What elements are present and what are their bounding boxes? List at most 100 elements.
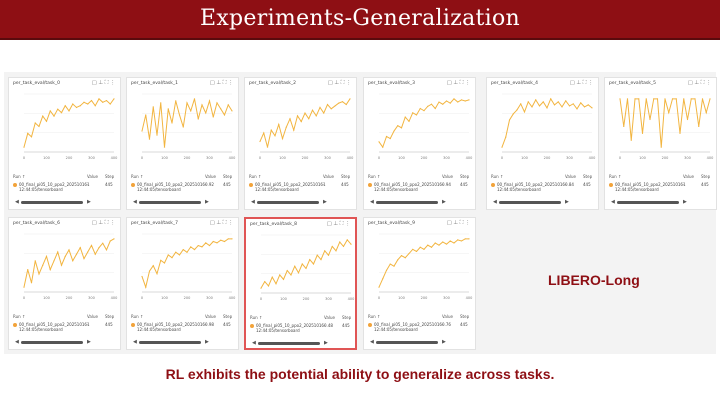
data-point [505,136,507,138]
run-header[interactable]: Run ↑ [131,314,144,319]
scroll-left-icon[interactable]: ◀ [370,339,374,345]
horizontal-scrollbar[interactable]: ◀ ▶ [251,199,351,205]
pin-icon[interactable]: ⊥ [216,80,223,86]
square-icon[interactable]: ▢ [326,221,334,227]
scroll-thumb[interactable] [139,341,201,344]
pin-icon[interactable]: ⊥ [98,80,105,86]
more-icon[interactable]: ⋮ [465,80,472,86]
more-icon[interactable]: ⋮ [345,221,352,227]
more-icon[interactable]: ⋮ [706,80,713,86]
data-point [182,126,184,128]
chart-card-task-1: per_task_eval/task_1 ▢⊥⛶⋮ 0 100 200 300 400 Run… [126,77,239,210]
horizontal-scrollbar[interactable]: ◀ ▶ [15,199,115,205]
expand-icon[interactable]: ⛶ [700,80,706,86]
data-point [75,253,78,255]
scroll-right-icon[interactable]: ▶ [683,199,687,205]
scroll-left-icon[interactable]: ◀ [133,199,137,205]
square-icon[interactable]: ▢ [446,80,454,86]
data-point [102,101,104,103]
scroll-left-icon[interactable]: ◀ [611,199,615,205]
more-icon[interactable]: ⋮ [588,80,595,86]
horizontal-scrollbar[interactable]: ◀ ▶ [493,199,593,205]
expand-icon[interactable]: ⛶ [104,220,110,226]
run-header[interactable]: Run ↑ [131,174,144,179]
scroll-thumb[interactable] [21,201,83,204]
more-icon[interactable]: ⋮ [228,220,235,226]
run-header[interactable]: Run ↑ [13,314,26,319]
pin-icon[interactable]: ⊥ [576,80,583,86]
square-icon[interactable]: ▢ [569,80,577,86]
square-icon[interactable]: ▢ [91,80,99,86]
scroll-right-icon[interactable]: ▶ [442,199,446,205]
run-header[interactable]: Run ↑ [368,174,381,179]
scroll-right-icon[interactable]: ▶ [87,339,91,345]
horizontal-scrollbar[interactable]: ◀ ▶ [252,340,352,346]
run-header[interactable]: Run ↑ [491,174,504,179]
scroll-right-icon[interactable]: ▶ [442,339,446,345]
horizontal-scrollbar[interactable]: ◀ ▶ [370,199,470,205]
run-header[interactable]: Run ↑ [250,315,263,320]
horizontal-scrollbar[interactable]: ◀ ▶ [611,199,711,205]
data-point [342,245,345,248]
scroll-thumb[interactable] [258,342,320,345]
data-point [349,98,351,100]
scroll-left-icon[interactable]: ◀ [15,339,19,345]
scroll-left-icon[interactable]: ◀ [133,339,137,345]
run-header[interactable]: Run ↑ [13,174,26,179]
horizontal-scrollbar[interactable]: ◀ ▶ [133,339,233,345]
expand-icon[interactable]: ⛶ [340,80,346,86]
scroll-thumb[interactable] [376,201,438,204]
run-header[interactable]: Run ↑ [368,314,381,319]
scroll-thumb[interactable] [139,201,201,204]
pin-icon[interactable]: ⊥ [334,80,341,86]
pin-icon[interactable]: ⊥ [453,80,460,86]
scroll-right-icon[interactable]: ▶ [205,339,209,345]
scroll-right-icon[interactable]: ▶ [87,199,91,205]
more-icon[interactable]: ⋮ [110,220,117,226]
scroll-thumb[interactable] [376,341,438,344]
scroll-right-icon[interactable]: ▶ [323,199,327,205]
scroll-left-icon[interactable]: ◀ [251,199,255,205]
scroll-right-icon[interactable]: ▶ [205,199,209,205]
pin-icon[interactable]: ⊥ [216,220,223,226]
square-icon[interactable]: ▢ [446,220,454,226]
square-icon[interactable]: ▢ [209,220,217,226]
expand-icon[interactable]: ⛶ [459,80,465,86]
square-icon[interactable]: ▢ [91,220,99,226]
horizontal-scrollbar[interactable]: ◀ ▶ [15,339,115,345]
scroll-thumb[interactable] [617,201,679,204]
run-value: 0.92 [205,182,214,187]
pin-icon[interactable]: ⊥ [98,220,105,226]
scroll-thumb[interactable] [499,201,561,204]
more-icon[interactable]: ⋮ [465,220,472,226]
scroll-left-icon[interactable]: ◀ [15,199,19,205]
horizontal-scrollbar[interactable]: ◀ ▶ [133,199,233,205]
square-icon[interactable]: ▢ [687,80,695,86]
expand-icon[interactable]: ⛶ [459,220,465,226]
scroll-left-icon[interactable]: ◀ [493,199,497,205]
expand-icon[interactable]: ⛶ [582,80,588,86]
pin-icon[interactable]: ⊥ [453,220,460,226]
more-icon[interactable]: ⋮ [346,80,353,86]
data-point [216,102,218,104]
scroll-thumb[interactable] [21,341,83,344]
scroll-left-icon[interactable]: ◀ [252,340,256,346]
scroll-right-icon[interactable]: ▶ [324,340,328,346]
expand-icon[interactable]: ⛶ [222,220,228,226]
pin-icon[interactable]: ⊥ [694,80,701,86]
square-icon[interactable]: ▢ [209,80,217,86]
scroll-right-icon[interactable]: ▶ [565,199,569,205]
run-header[interactable]: Run ↑ [249,174,262,179]
horizontal-scrollbar[interactable]: ◀ ▶ [370,339,470,345]
scroll-left-icon[interactable]: ◀ [370,199,374,205]
data-point [382,278,384,280]
run-header[interactable]: Run ↑ [609,174,622,179]
pin-icon[interactable]: ⊥ [333,221,340,227]
expand-icon[interactable]: ⛶ [104,80,110,86]
more-icon[interactable]: ⋮ [110,80,117,86]
more-icon[interactable]: ⋮ [228,80,235,86]
scroll-thumb[interactable] [257,201,319,204]
expand-icon[interactable]: ⛶ [222,80,228,86]
expand-icon[interactable]: ⛶ [339,221,345,227]
square-icon[interactable]: ▢ [327,80,335,86]
